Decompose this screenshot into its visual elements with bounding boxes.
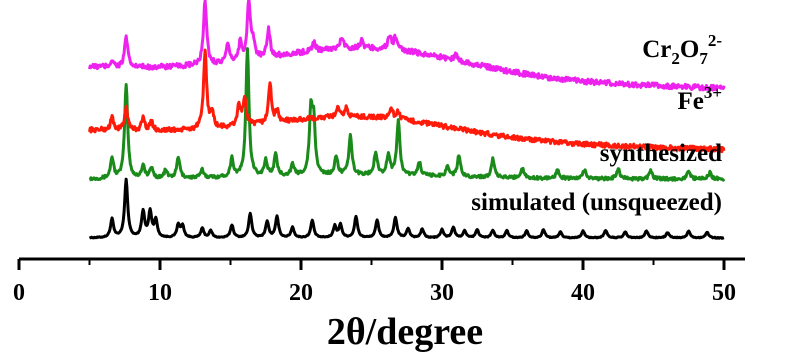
x-axis-title: 2θ/degree: [327, 311, 483, 353]
x-tick-label: 40: [571, 280, 595, 306]
series-line-0: [88, 177, 725, 240]
x-tick-label: 30: [430, 280, 454, 306]
series-label-fe3: Fe3+: [677, 83, 722, 115]
series-label-synthesized: synthesized: [600, 140, 722, 167]
series-line-3: [88, 0, 726, 92]
traces-group: [88, 0, 726, 240]
series-line-1: [88, 47, 726, 182]
x-tick-label: 20: [289, 280, 313, 306]
x-tick-label: 50: [712, 280, 736, 306]
series-label-cr2o7: Cr2O72-: [642, 31, 722, 68]
x-axis-tick-labels: 0 10 20 30 40 50: [13, 280, 736, 306]
x-axis-ticks: [17, 259, 726, 270]
x-tick-label: 0: [13, 280, 25, 306]
x-tick-label: 10: [148, 280, 172, 306]
series-line-2: [88, 48, 726, 154]
series-label-simulated: simulated (unsqueezed): [471, 189, 722, 216]
